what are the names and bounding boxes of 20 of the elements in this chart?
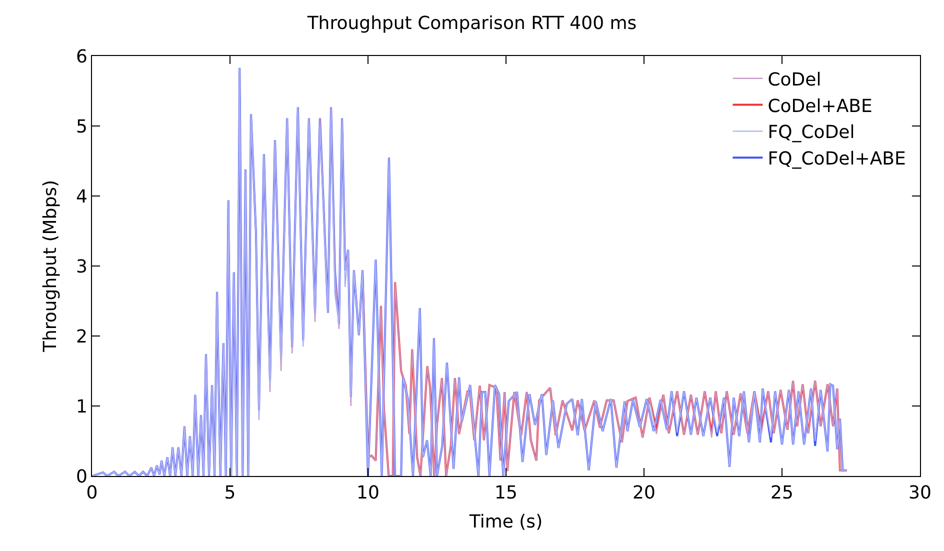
x-tick-label: 20 (632, 482, 656, 504)
chart-title: Throughput Comparison RTT 400 ms (306, 13, 637, 34)
y-axis-title: Throughput (Mbps) (40, 180, 62, 354)
y-tick-label: 2 (76, 326, 88, 348)
y-tick-label: 0 (76, 466, 88, 488)
y-tick-label: 3 (76, 256, 88, 278)
y-tick-label: 4 (76, 186, 88, 208)
x-tick-label: 5 (224, 482, 236, 504)
legend-label: CoDel (768, 69, 822, 90)
x-tick-label: 25 (770, 482, 794, 504)
x-tick-label: 15 (494, 482, 518, 504)
y-tick-label: 5 (76, 116, 88, 138)
y-tick-label: 6 (76, 46, 88, 68)
legend-label: FQ_CoDel (768, 122, 855, 144)
legend-label: FQ_CoDel+ABE (768, 148, 906, 170)
x-tick-label: 10 (356, 482, 380, 504)
y-tick-label: 1 (76, 396, 88, 418)
x-axis-title: Time (s) (468, 512, 543, 533)
x-tick-label: 30 (908, 482, 932, 504)
legend-label: CoDel+ABE (768, 96, 872, 117)
